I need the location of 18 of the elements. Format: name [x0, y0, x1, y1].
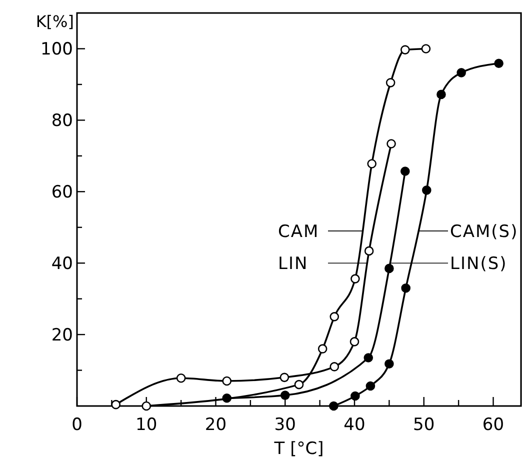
y-tick-label: 40 — [51, 254, 73, 274]
legend-label: LIN(S) — [450, 254, 508, 274]
x-tick-label: 0 — [72, 415, 82, 435]
x-tick-label: 10 — [136, 415, 158, 435]
y-tick-label: 20 — [51, 326, 73, 346]
text: LIN — [278, 254, 308, 274]
x-tick-label: 20 — [204, 415, 227, 435]
y-tick-label: 100 — [40, 40, 73, 60]
legend-label: CAM(S) — [450, 222, 518, 242]
x-axis-title: T [°C] — [273, 439, 324, 459]
y-axis-title: K[%] — [36, 12, 74, 31]
x-tick-label: 30 — [274, 415, 296, 435]
text: CAM — [278, 222, 320, 242]
x-tick-label: 60 — [482, 415, 504, 435]
x-tick-label: 50 — [413, 415, 435, 435]
x-tick-label: 40 — [344, 415, 366, 435]
y-tick-label: 80 — [51, 111, 73, 132]
y-tick-label: 60 — [51, 182, 73, 203]
